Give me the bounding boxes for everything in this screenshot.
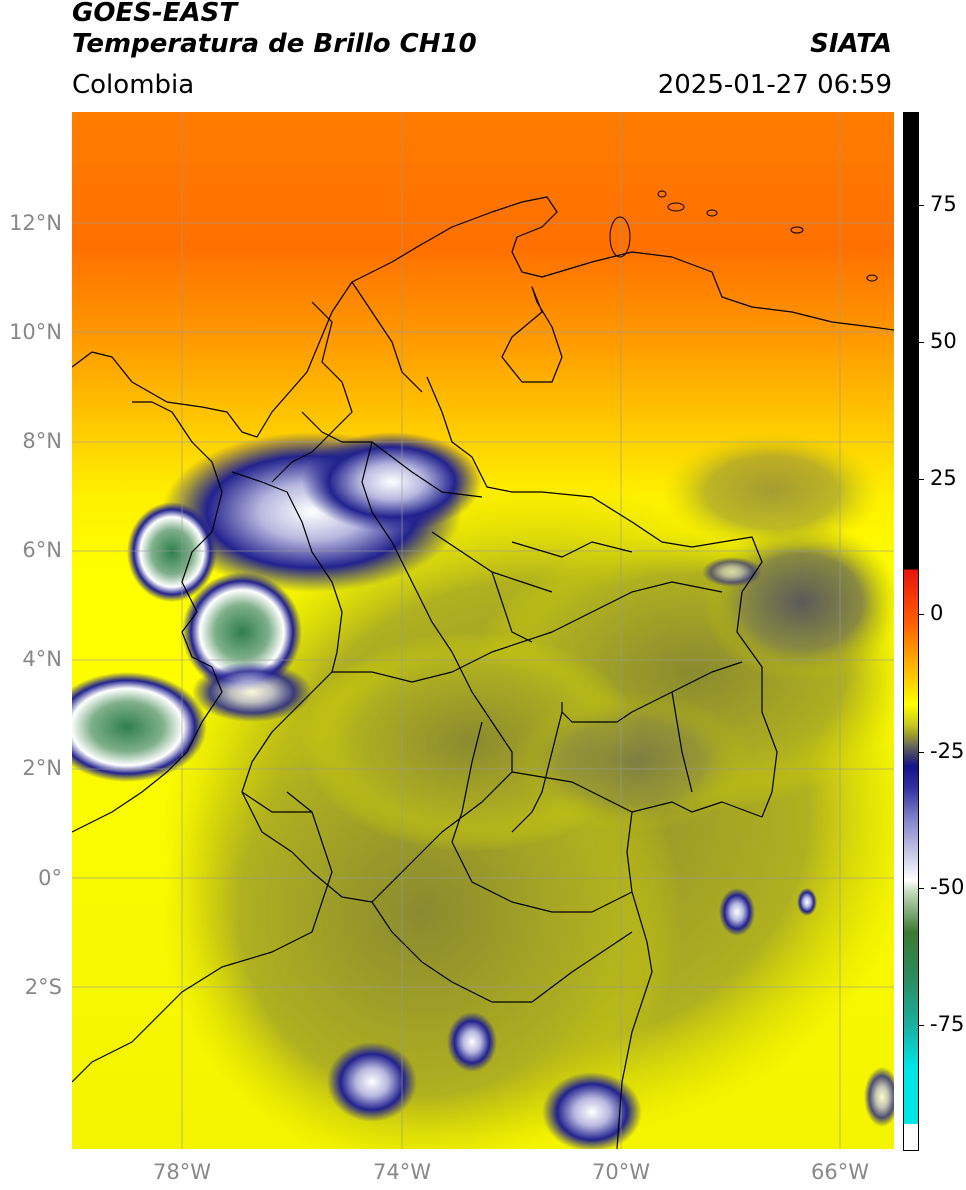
lat-label: 6°N bbox=[22, 538, 62, 562]
title-line-1: GOES-EAST bbox=[72, 0, 238, 28]
borders bbox=[72, 196, 894, 1149]
lat-label: 4°N bbox=[22, 647, 62, 671]
cloud-field-olive bbox=[162, 432, 894, 1149]
colorbar-label: -25 bbox=[930, 739, 965, 763]
colorbar-label: -50 bbox=[930, 875, 965, 899]
colorbar-label: 50 bbox=[930, 329, 957, 353]
region-label: Colombia bbox=[72, 70, 195, 100]
colorbar-tick bbox=[918, 342, 924, 343]
colorbar-label: 25 bbox=[930, 466, 957, 490]
colorbar-label: -75 bbox=[930, 1012, 965, 1036]
lat-label: 2°S bbox=[24, 975, 62, 999]
colorbar-tick bbox=[918, 614, 924, 615]
lat-label: 12°N bbox=[9, 211, 62, 235]
lat-label: 8°N bbox=[22, 429, 62, 453]
colorbar bbox=[903, 112, 919, 1151]
lon-label: 70°W bbox=[592, 1160, 650, 1184]
lat-label: 10°N bbox=[9, 320, 62, 344]
lon-label: 78°W bbox=[153, 1160, 211, 1184]
cloud-field-convective bbox=[72, 432, 894, 1149]
timestamp-label: 2025-01-27 06:59 bbox=[657, 70, 892, 100]
brand-label: SIATA bbox=[810, 29, 892, 59]
lon-label: 66°W bbox=[811, 1160, 869, 1184]
colorbar-tick bbox=[918, 888, 924, 889]
brightness-temperature-map bbox=[72, 112, 894, 1149]
colorbar-label: 75 bbox=[930, 192, 957, 216]
lon-label: 74°W bbox=[373, 1160, 431, 1184]
colorbar-tick bbox=[918, 1025, 924, 1026]
colorbar-tick bbox=[918, 752, 924, 753]
lat-label: 2°N bbox=[22, 756, 62, 780]
colorbar-tick bbox=[918, 479, 924, 480]
islands bbox=[609, 190, 878, 282]
title-line-2: Temperatura de Brillo CH10 bbox=[72, 29, 477, 59]
graticule bbox=[72, 112, 894, 1149]
colorbar-tick bbox=[918, 205, 924, 206]
colorbar-label: 0 bbox=[930, 601, 944, 625]
lat-label: 0° bbox=[38, 866, 62, 890]
